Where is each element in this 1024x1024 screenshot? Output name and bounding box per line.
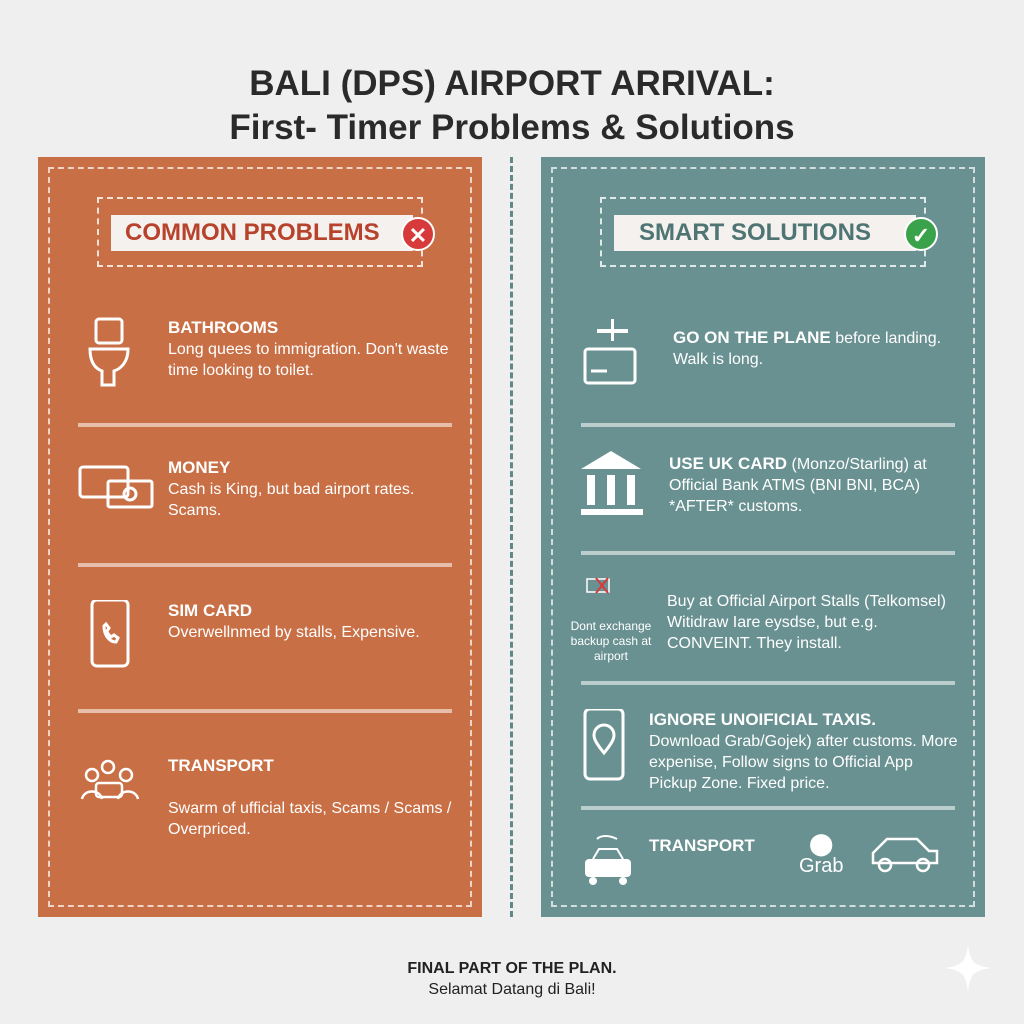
item-title: IGNORE UNOIFICIAL TAXIS.: [649, 710, 876, 729]
grab-logo: ⬤ Grab: [799, 833, 843, 878]
item-text: Buy at Official Airport Stalls (Telkomse…: [667, 593, 946, 652]
page-title: BALI (DPS) AIRPORT ARRIVAL: First- Timer…: [0, 62, 1024, 150]
phone-location-icon: [583, 709, 625, 781]
item-title: MONEY: [168, 458, 231, 477]
money-card-icon: [78, 465, 154, 509]
footer-line-1: FINAL PART OF THE PLAN.: [407, 960, 617, 977]
plane-card-icon: [583, 319, 637, 385]
grab-logo-text: Grab: [799, 855, 844, 877]
item-title: TRANSPORT: [649, 836, 755, 855]
footer: FINAL PART OF THE PLAN. Selamat Datang d…: [0, 958, 1024, 1000]
no-cash-caption: Dont exchange backup cash at airport: [570, 619, 652, 663]
taxi-crowd-icon: [585, 835, 631, 885]
item-text: Long quees to immigration. Don't waste t…: [168, 341, 449, 379]
solutions-header-label: SMART SOLUTIONS: [614, 215, 916, 251]
item-text: Overwellnmed by stalls, Expensive.: [168, 624, 420, 641]
item-title: BATHROOMS: [168, 318, 279, 337]
car-icon: [871, 837, 939, 873]
item-text: before landing. Walk is long.: [673, 330, 942, 368]
check-circle-icon: ✓: [904, 217, 938, 251]
solutions-header: SMART SOLUTIONS ✓: [600, 197, 938, 267]
solutions-panel: SMART SOLUTIONS ✓ GO ON THE PLANE before…: [541, 157, 985, 917]
row-divider: [78, 709, 452, 713]
no-cash-icon: [586, 577, 610, 594]
row-divider: [581, 681, 955, 685]
phone-icon: [90, 600, 130, 668]
problems-header: COMMON PROBLEMS ✕: [97, 197, 435, 267]
bank-icon: [581, 451, 643, 515]
crowd-taxi-icon: [80, 759, 140, 800]
toilet-icon: [88, 317, 130, 387]
title-line-1: BALI (DPS) AIRPORT ARRIVAL:: [249, 64, 775, 103]
item-text: Cash is King, but bad airport rates. Sca…: [168, 481, 415, 519]
item-title: TRANSPORT: [168, 756, 274, 775]
x-circle-icon: ✕: [401, 217, 435, 251]
item-title: SIM CARD: [168, 601, 253, 620]
row-divider: [78, 563, 452, 567]
problems-header-label: COMMON PROBLEMS: [111, 215, 413, 251]
item-text: (Monzo/Starling) at Official Bank ATMS (…: [669, 456, 927, 515]
center-divider: [510, 157, 513, 917]
item-text: Swarm of ufficial taxis, Scams / Scams /…: [168, 800, 452, 838]
row-divider: [581, 806, 955, 810]
row-divider: [581, 551, 955, 555]
footer-line-2: Selamat Datang di Bali!: [428, 981, 596, 998]
row-divider: [581, 423, 955, 427]
title-line-2: First- Timer Problems & Solutions: [229, 108, 795, 147]
item-title: GO ON THE PLANE: [673, 328, 831, 347]
item-title: USE UK CARD: [669, 454, 788, 473]
row-divider: [78, 423, 452, 427]
item-text: Download Grab/Gojek) after customs. More…: [649, 733, 958, 792]
sparkle-icon: [944, 944, 992, 992]
problems-panel: COMMON PROBLEMS ✕ BATHROOMS Long quees to…: [38, 157, 482, 917]
location-pin-icon: ⬤: [808, 831, 834, 856]
